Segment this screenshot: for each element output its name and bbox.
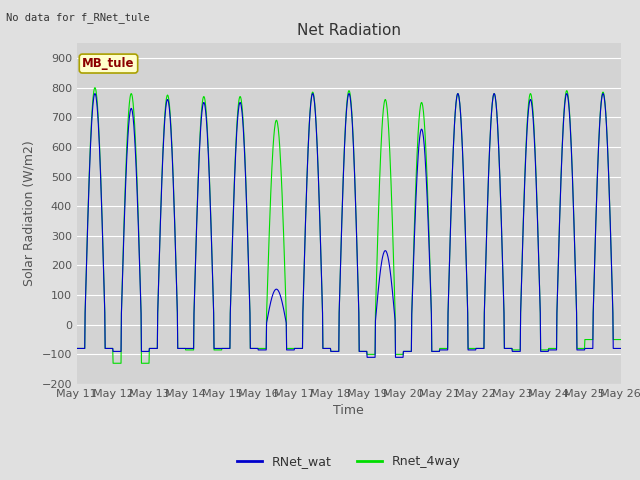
Rnet_4way (553, 310, 561, 315)
RNet_wat (364, 354, 371, 360)
Rnet_4way (91, 85, 99, 91)
Line: RNet_wat: RNet_wat (77, 94, 621, 357)
Rnet_4way (73, 346, 81, 351)
RNet_wat (434, 348, 442, 354)
RNet_wat (505, 346, 513, 351)
Title: Net Radiation: Net Radiation (297, 23, 401, 38)
Rnet_4way (434, 348, 442, 354)
Rnet_4way (182, 346, 189, 351)
Y-axis label: Solar Radiation (W/m2): Solar Radiation (W/m2) (23, 141, 36, 287)
Rnet_4way (617, 336, 625, 342)
Rnet_4way (255, 346, 263, 351)
RNet_wat (617, 346, 625, 351)
Rnet_4way (505, 346, 513, 351)
X-axis label: Time: Time (333, 405, 364, 418)
Legend: RNet_wat, Rnet_4way: RNet_wat, Rnet_4way (232, 450, 466, 473)
RNet_wat (195, 180, 202, 185)
Rnet_4way (195, 166, 202, 172)
Text: MB_tule: MB_tule (82, 57, 135, 70)
RNet_wat (255, 347, 263, 353)
RNet_wat (91, 91, 99, 96)
Text: No data for f_RNet_tule: No data for f_RNet_tule (6, 12, 150, 23)
Line: Rnet_4way: Rnet_4way (77, 88, 621, 363)
RNet_wat (181, 346, 189, 351)
Rnet_4way (109, 360, 117, 366)
RNet_wat (73, 346, 81, 351)
RNet_wat (553, 310, 561, 316)
